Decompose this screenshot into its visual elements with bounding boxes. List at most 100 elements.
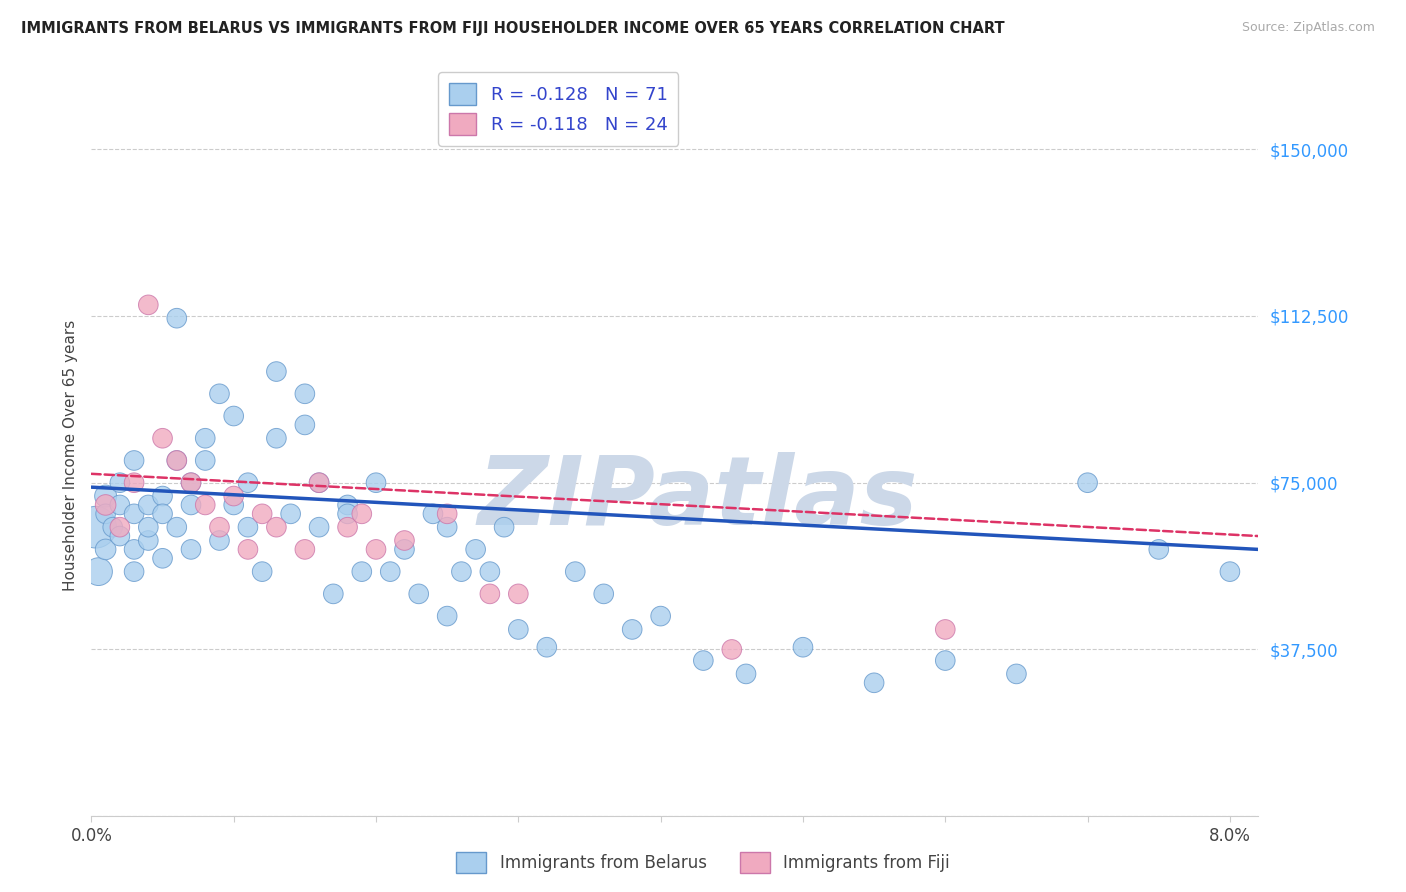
Point <box>408 587 430 601</box>
Point <box>266 520 288 534</box>
Point <box>436 609 458 624</box>
Point <box>194 498 217 512</box>
Point <box>792 640 814 655</box>
Text: IMMIGRANTS FROM BELARUS VS IMMIGRANTS FROM FIJI HOUSEHOLDER INCOME OVER 65 YEARS: IMMIGRANTS FROM BELARUS VS IMMIGRANTS FR… <box>21 21 1005 36</box>
Y-axis label: Householder Income Over 65 years: Householder Income Over 65 years <box>62 319 77 591</box>
Point <box>692 654 714 668</box>
Text: Source: ZipAtlas.com: Source: ZipAtlas.com <box>1241 21 1375 34</box>
Point <box>122 542 145 557</box>
Point <box>236 475 259 490</box>
Point <box>863 675 886 690</box>
Point <box>94 542 117 557</box>
Point <box>84 520 107 534</box>
Legend: Immigrants from Belarus, Immigrants from Fiji: Immigrants from Belarus, Immigrants from… <box>450 846 956 880</box>
Point <box>380 565 402 579</box>
Point <box>180 475 202 490</box>
Point <box>236 542 259 557</box>
Point <box>108 520 131 534</box>
Point <box>94 489 117 503</box>
Point <box>336 520 359 534</box>
Point <box>350 507 373 521</box>
Point <box>322 587 344 601</box>
Point <box>94 507 117 521</box>
Point <box>222 498 245 512</box>
Point <box>364 475 387 490</box>
Point <box>394 542 416 557</box>
Point <box>122 565 145 579</box>
Point <box>101 520 124 534</box>
Point <box>180 498 202 512</box>
Point <box>280 507 302 521</box>
Point <box>152 551 174 566</box>
Point <box>294 417 316 432</box>
Point <box>934 654 956 668</box>
Point <box>208 520 231 534</box>
Point <box>1077 475 1099 490</box>
Point <box>508 623 530 637</box>
Point <box>650 609 672 624</box>
Point <box>294 386 316 401</box>
Point <box>478 587 501 601</box>
Point <box>450 565 472 579</box>
Point <box>436 520 458 534</box>
Point <box>266 365 288 379</box>
Point <box>592 587 614 601</box>
Point <box>422 507 444 521</box>
Point <box>166 453 188 467</box>
Point <box>1147 542 1170 557</box>
Point <box>336 507 359 521</box>
Point <box>136 298 159 312</box>
Point <box>222 409 245 423</box>
Point <box>108 529 131 543</box>
Point <box>478 565 501 579</box>
Point <box>136 533 159 548</box>
Point <box>108 498 131 512</box>
Point <box>464 542 486 557</box>
Point <box>122 475 145 490</box>
Point <box>250 507 273 521</box>
Point <box>1005 666 1028 681</box>
Point <box>122 507 145 521</box>
Point <box>308 520 330 534</box>
Point <box>436 507 458 521</box>
Point <box>266 431 288 445</box>
Point <box>222 489 245 503</box>
Point <box>934 623 956 637</box>
Point <box>508 587 530 601</box>
Point <box>735 666 758 681</box>
Point <box>194 431 217 445</box>
Point <box>208 386 231 401</box>
Point <box>166 520 188 534</box>
Point <box>136 498 159 512</box>
Point <box>494 520 516 534</box>
Point <box>250 565 273 579</box>
Point <box>308 475 330 490</box>
Point <box>136 520 159 534</box>
Point <box>208 533 231 548</box>
Point <box>180 542 202 557</box>
Point <box>294 542 316 557</box>
Point <box>350 565 373 579</box>
Point <box>1219 565 1241 579</box>
Point <box>564 565 586 579</box>
Point <box>152 507 174 521</box>
Point <box>236 520 259 534</box>
Point <box>166 311 188 326</box>
Point <box>152 489 174 503</box>
Point <box>194 453 217 467</box>
Point <box>364 542 387 557</box>
Point <box>166 453 188 467</box>
Point <box>621 623 644 637</box>
Text: ZIPatlas: ZIPatlas <box>478 451 918 545</box>
Legend: R = -0.128   N = 71, R = -0.118   N = 24: R = -0.128 N = 71, R = -0.118 N = 24 <box>439 72 678 145</box>
Point <box>394 533 416 548</box>
Point <box>94 498 117 512</box>
Point <box>536 640 558 655</box>
Point <box>180 475 202 490</box>
Point <box>87 565 110 579</box>
Point <box>336 498 359 512</box>
Point <box>122 453 145 467</box>
Point <box>152 431 174 445</box>
Point <box>720 642 742 657</box>
Point <box>308 475 330 490</box>
